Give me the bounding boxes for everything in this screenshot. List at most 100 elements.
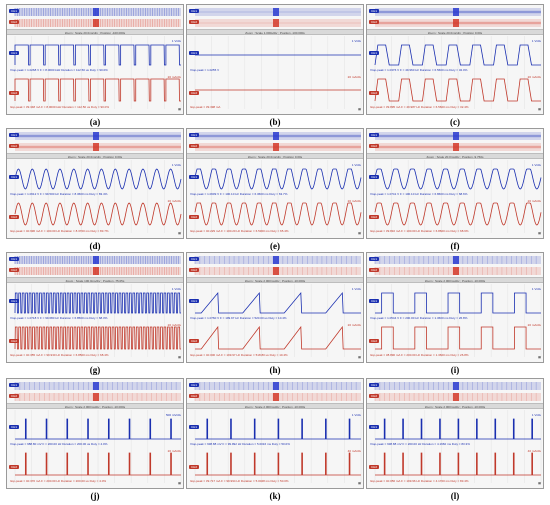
ch2-badge[interactable]: CH2 [9,268,20,272]
ch2-badge[interactable]: CH2 [189,268,200,272]
ch1-badge[interactable]: CH1 [189,9,200,13]
zoom-control-icon[interactable]: ▦ [178,355,181,359]
ch2-badge[interactable]: CH2 [369,268,380,272]
ch1-badge[interactable]: CH1 [369,257,380,261]
current-scale: 20 mA/div [347,323,361,327]
ch1-zoom-badge[interactable]: CH1 [369,299,380,303]
ch1-badge[interactable]: CH1 [189,257,200,261]
current-measurements: Itop-peak = 39.398 mA [190,105,221,109]
ch2-badge[interactable]: CH2 [9,394,20,398]
ch2-badge[interactable]: CH2 [9,144,20,148]
voltage-scale: 1 V/div [531,163,541,167]
voltage-trace [195,291,361,314]
voltage-trace [14,44,181,66]
zoom-control-icon[interactable]: ▦ [178,107,181,111]
zoom-control-icon[interactable]: ▦ [538,107,541,111]
zoom-control-icon[interactable]: ▦ [358,231,361,235]
voltage-scale: 1 V/div [531,287,541,291]
scope-canvas [194,256,362,357]
ch2-badge[interactable]: CH2 [189,394,200,398]
ch1-badge[interactable]: CH1 [369,9,380,13]
ch2-zoom-badge[interactable]: CH2 [9,215,20,219]
current-trace [14,202,182,226]
zoom-header: Zoom : Scale 20.0ms/div ; Position 0.00s [367,29,543,35]
zoom-control-icon[interactable]: ▦ [178,231,181,235]
ch1-badge[interactable]: CH1 [9,257,20,261]
zoom-window-marker[interactable] [93,382,99,390]
ch2-zoom-badge[interactable]: CH2 [369,465,380,469]
voltage-trace [194,168,362,190]
current-scale: 20 mA/div [347,75,361,79]
ch1-zoom-badge[interactable]: CH1 [9,425,20,429]
ch1-zoom-badge[interactable]: CH1 [189,299,200,303]
zoom-window-marker[interactable] [453,132,459,140]
zoom-control-icon[interactable]: ▦ [358,355,361,359]
ch1-zoom-badge[interactable]: CH1 [189,425,200,429]
ch1-zoom-badge[interactable]: CH1 [369,51,380,55]
ch1-zoom-badge[interactable]: CH1 [189,51,200,55]
zoom-window-marker[interactable] [273,8,279,16]
zoom-control-icon[interactable]: ▦ [358,107,361,111]
zoom-window-marker[interactable] [453,19,459,27]
ch2-zoom-badge[interactable]: CH2 [189,91,200,95]
zoom-window-marker[interactable] [93,256,99,264]
ch1-zoom-badge[interactable]: CH1 [189,175,200,179]
ch1-zoom-badge[interactable]: CH1 [369,425,380,429]
ch2-zoom-badge[interactable]: CH2 [369,91,380,95]
zoom-control-icon[interactable]: ▦ [538,355,541,359]
ch1-badge[interactable]: CH1 [369,383,380,387]
zoom-window-marker[interactable] [273,256,279,264]
voltage-trace [375,418,541,440]
voltage-scale: 1 V/div [531,39,541,43]
ch2-zoom-badge[interactable]: CH2 [9,91,20,95]
ch1-badge[interactable]: CH1 [9,133,20,137]
zoom-window-marker[interactable] [453,8,459,16]
zoom-window-marker[interactable] [453,267,459,275]
ch1-zoom-badge[interactable]: CH1 [369,175,380,179]
ch2-badge[interactable]: CH2 [369,144,380,148]
zoom-window-marker[interactable] [93,8,99,16]
zoom-window-marker[interactable] [273,393,279,401]
current-measurements: Itop-peak = 39.348 mA F = 8.0000 kHz Dur… [10,105,110,109]
ch2-zoom-badge[interactable]: CH2 [9,339,20,343]
current-measurements: Itop-peak = 39.810 mA F = 100.00 Hz Dura… [370,229,469,233]
zoom-window-marker[interactable] [93,143,99,151]
zoom-control-icon[interactable]: ▦ [178,481,181,485]
ch1-zoom-badge[interactable]: CH1 [9,299,20,303]
ch2-zoom-badge[interactable]: CH2 [189,465,200,469]
zoom-control-icon[interactable]: ▦ [358,481,361,485]
ch1-badge[interactable]: CH1 [9,383,20,387]
current-trace [375,452,541,476]
zoom-window-marker[interactable] [453,382,459,390]
zoom-window-marker[interactable] [273,143,279,151]
zoom-window-marker[interactable] [93,19,99,27]
ch2-zoom-badge[interactable]: CH2 [369,339,380,343]
zoom-window-marker[interactable] [453,256,459,264]
ch2-zoom-badge[interactable]: CH2 [9,465,20,469]
ch2-badge[interactable]: CH2 [369,20,380,24]
ch2-zoom-badge[interactable]: CH2 [189,339,200,343]
zoom-window-marker[interactable] [273,267,279,275]
ch1-badge[interactable]: CH1 [369,133,380,137]
ch1-badge[interactable]: CH1 [189,133,200,137]
ch2-badge[interactable]: CH2 [9,20,20,24]
zoom-window-marker[interactable] [453,143,459,151]
zoom-control-icon[interactable]: ▦ [538,231,541,235]
zoom-window-marker[interactable] [453,393,459,401]
ch1-zoom-badge[interactable]: CH1 [9,175,20,179]
ch2-badge[interactable]: CH2 [189,144,200,148]
zoom-window-marker[interactable] [273,382,279,390]
zoom-window-marker[interactable] [93,132,99,140]
zoom-window-marker[interactable] [273,132,279,140]
ch1-zoom-badge[interactable]: CH1 [9,51,20,55]
zoom-window-marker[interactable] [273,19,279,27]
ch1-badge[interactable]: CH1 [189,383,200,387]
ch2-zoom-badge[interactable]: CH2 [189,215,200,219]
ch2-zoom-badge[interactable]: CH2 [369,215,380,219]
ch1-badge[interactable]: CH1 [9,9,20,13]
zoom-control-icon[interactable]: ▦ [538,481,541,485]
zoom-window-marker[interactable] [93,393,99,401]
zoom-window-marker[interactable] [93,267,99,275]
ch2-badge[interactable]: CH2 [369,394,380,398]
ch2-badge[interactable]: CH2 [189,20,200,24]
